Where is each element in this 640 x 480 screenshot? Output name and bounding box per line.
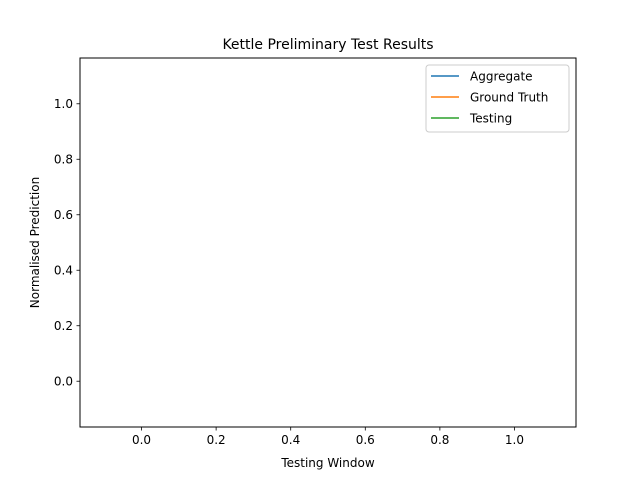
x-tick-label: 0.2	[207, 433, 226, 447]
y-axis-ticks: 0.0 0.2 0.4 0.6 0.8 1.0	[54, 97, 80, 389]
legend-label: Ground Truth	[470, 91, 548, 105]
y-tick-label: 0.8	[54, 153, 73, 167]
y-tick-label: 0.4	[54, 264, 73, 278]
x-axis-label: Testing Window	[280, 456, 375, 470]
y-axis-label: Normalised Prediction	[28, 177, 42, 308]
x-tick-label: 0.4	[281, 433, 300, 447]
x-tick-label: 0.6	[356, 433, 375, 447]
x-tick-label: 0.0	[132, 433, 151, 447]
chart-title: Kettle Preliminary Test Results	[222, 37, 433, 53]
x-tick-label: 1.0	[505, 433, 524, 447]
plot-frame	[79, 57, 577, 428]
y-tick-label: 1.0	[54, 97, 73, 111]
y-tick-label: 0.2	[54, 319, 73, 333]
legend-label: Aggregate	[470, 70, 533, 84]
y-tick-label: 0.0	[54, 375, 73, 389]
legend-frame	[425, 64, 570, 133]
legend-label: Testing	[469, 112, 512, 126]
plot-area	[79, 57, 577, 428]
y-tick-label: 0.6	[54, 208, 73, 222]
legend-items: Aggregate Ground Truth Testing	[431, 70, 548, 126]
x-tick-label: 0.8	[430, 433, 449, 447]
x-axis-ticks: 0.0 0.2 0.4 0.6 0.8 1.0	[132, 427, 524, 447]
legend: Aggregate Ground Truth Testing	[425, 64, 570, 133]
